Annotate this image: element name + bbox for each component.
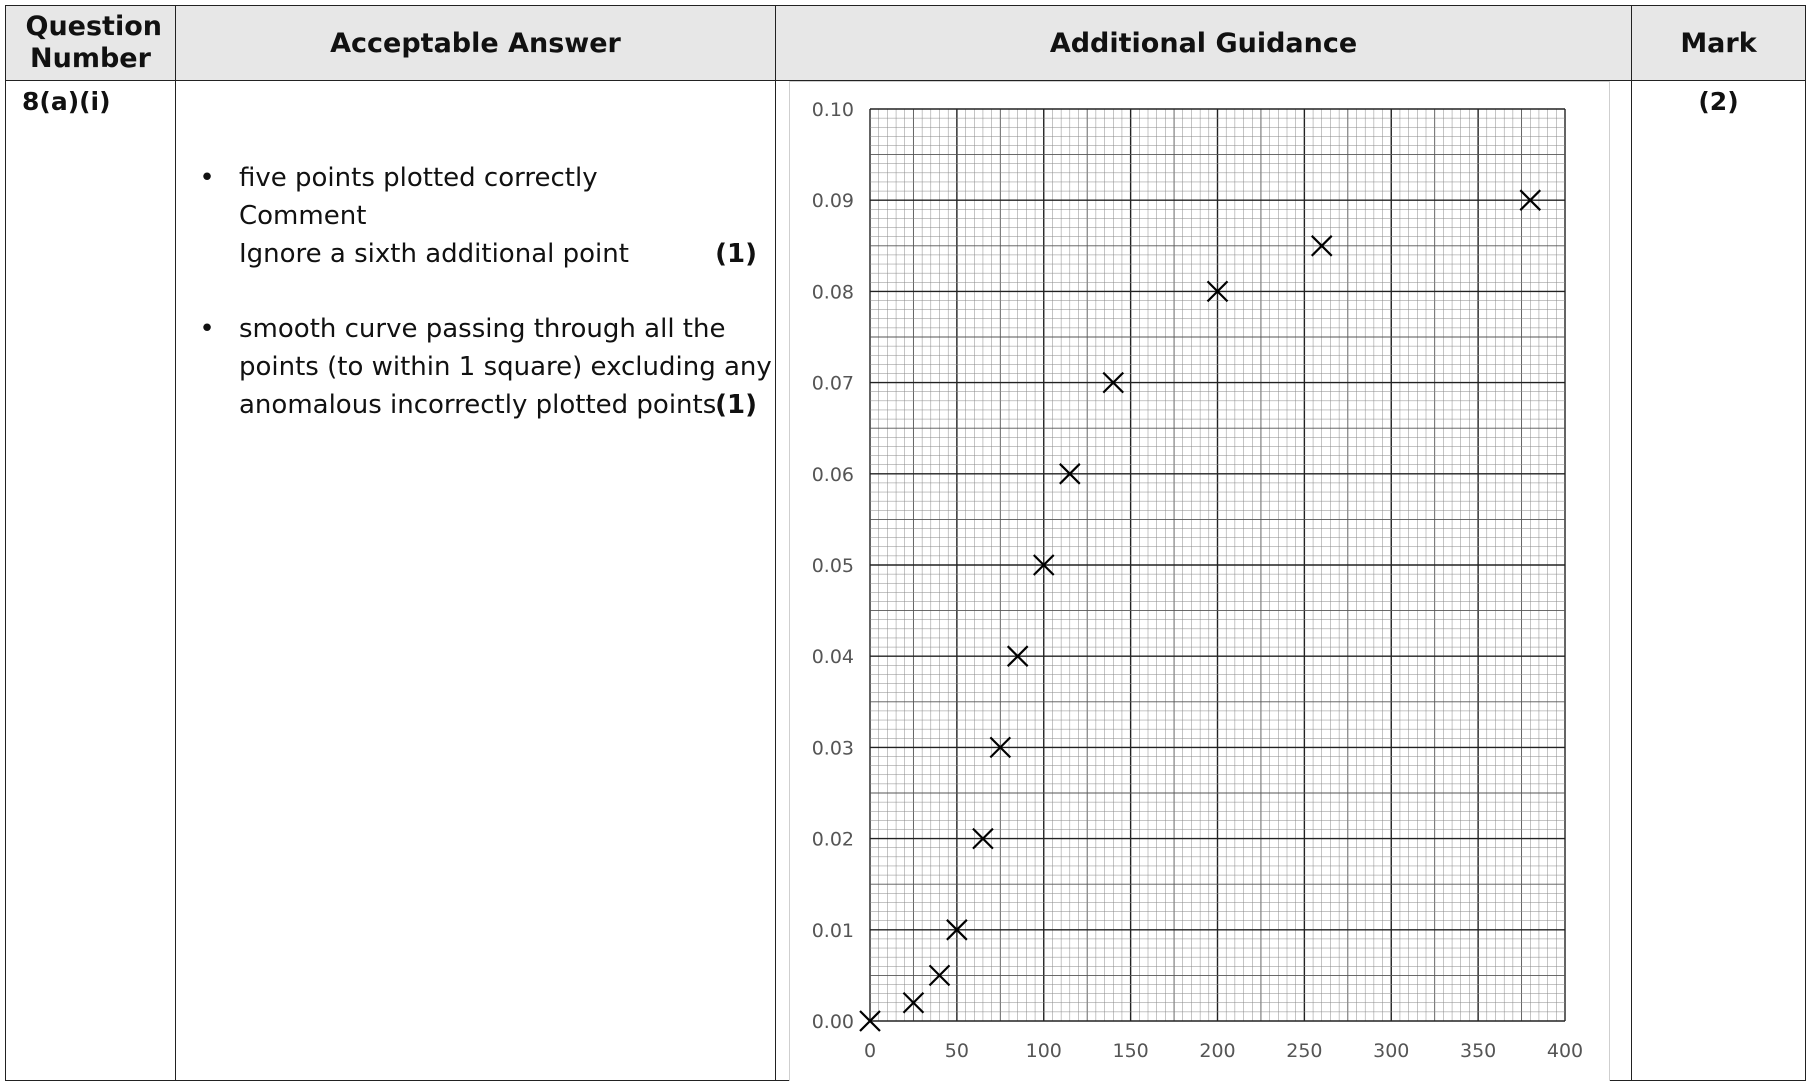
answer-bullet-1: • five points plotted correctly Comment …: [192, 159, 757, 273]
y-tick-label: 0.02: [812, 829, 854, 851]
data-point-cross: [1032, 554, 1055, 576]
y-tick-label: 0.05: [812, 555, 854, 577]
y-tick-label: 0.06: [812, 464, 854, 486]
tick-labels: 0 50 100 150 200 250 300 350 400 0.00 0.01 0.02 0.03…: [812, 99, 1583, 1062]
bullet-1-mark: (1): [715, 239, 757, 269]
additional-guidance-cell: 0 50 100 150 200 250 300 350 400 0.00 0.01 0.02 0.03…: [775, 80, 1632, 1081]
header-row: Question Number Acceptable Answer Additi…: [5, 5, 1806, 81]
question-number: 8(a)(i): [5, 80, 176, 1081]
x-tick-label: 200: [1199, 1040, 1235, 1062]
header-acceptable-answer: Acceptable Answer: [175, 5, 776, 81]
bullet-1-line-1: five points plotted correctly: [239, 163, 598, 193]
header-additional-guidance: Additional Guidance: [775, 5, 1632, 81]
data-point-cross: [972, 827, 994, 850]
bullet-2-line-1: smooth curve passing through all the: [239, 314, 726, 344]
bullet-2-line-2: points (to within 1 square) excluding an…: [239, 352, 772, 382]
chart-frame: [789, 81, 1610, 1081]
x-tick-label: 300: [1373, 1040, 1409, 1062]
data-point-cross: [859, 1010, 881, 1032]
data-point-cross: [989, 736, 1012, 759]
y-tick-label: 0.00: [812, 1011, 854, 1033]
data-point-cross: [1059, 463, 1081, 485]
bullet-2-line-3: anomalous incorrectly plotted points: [239, 390, 717, 420]
bullet-dot-icon: •: [199, 163, 215, 193]
bullet-2-mark: (1): [715, 390, 757, 420]
data-point-cross: [1519, 189, 1542, 211]
y-tick-label: 0.04: [812, 646, 854, 668]
data-point-cross: [1102, 371, 1125, 394]
x-tick-label: 350: [1460, 1040, 1496, 1062]
acceptable-answer-cell: • five points plotted correctly Comment …: [175, 80, 776, 1081]
header-mark: Mark: [1631, 5, 1806, 81]
bullet-1-line-2: Comment: [239, 201, 367, 231]
x-tick-label: 50: [945, 1040, 969, 1062]
mark-value: (2): [1631, 80, 1806, 1081]
x-tick-label: 0: [864, 1040, 876, 1062]
header-question-number: Question Number: [5, 5, 176, 81]
data-point-cross: [946, 919, 968, 941]
bullet-1-line-3: Ignore a sixth additional point: [239, 239, 629, 269]
y-tick-label: 0.09: [812, 190, 854, 212]
data-point-cross: [1006, 645, 1029, 667]
header-question-label: Question Number: [25, 11, 163, 74]
data-point-cross: [928, 964, 951, 987]
y-tick-label: 0.08: [812, 281, 854, 303]
y-tick-label: 0.10: [812, 99, 854, 121]
y-tick-label: 0.01: [812, 920, 854, 942]
data-point-cross: [902, 991, 925, 1014]
data-points: [859, 189, 1542, 1032]
answer-row: 8(a)(i) • five points plotted correctly …: [5, 80, 1806, 1081]
data-point-cross: [1310, 235, 1333, 257]
data-point-cross: [1206, 280, 1229, 303]
x-tick-label: 400: [1547, 1040, 1583, 1062]
x-tick-label: 100: [1026, 1040, 1062, 1062]
bullet-dot-icon: •: [199, 314, 215, 344]
x-tick-label: 150: [1112, 1040, 1148, 1062]
y-tick-label: 0.03: [812, 737, 854, 759]
graph-paper-grid: [869, 108, 1566, 1022]
x-tick-label: 250: [1286, 1040, 1322, 1062]
answer-bullet-2: • smooth curve passing through all the p…: [192, 310, 771, 424]
y-tick-label: 0.07: [812, 373, 854, 395]
scatter-chart: 0 50 100 150 200 250 300 350 400 0.00 0.01 0.02 0.03…: [789, 81, 1610, 1081]
mark-scheme-table: Question Number Acceptable Answer Additi…: [5, 5, 1806, 1081]
